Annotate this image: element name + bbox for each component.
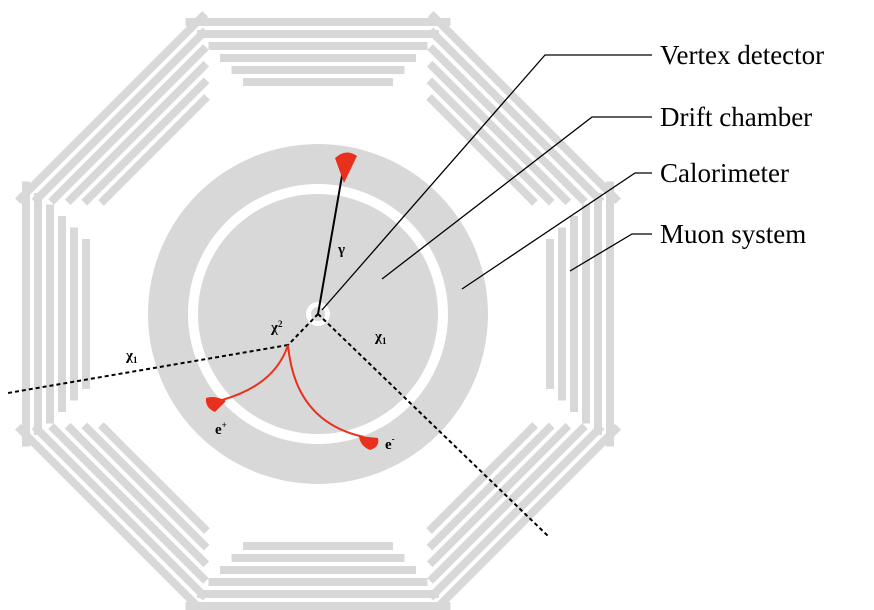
- muon-bar-top-left-3: [64, 60, 210, 206]
- muon-bar-bottom-right-1: [426, 422, 538, 534]
- muon-bar-top-5: [197, 30, 439, 38]
- muon-bar-top-left-1: [98, 94, 210, 206]
- drift-chamber-leader: [381, 116, 652, 280]
- muon-bar-top-right-2: [426, 77, 555, 206]
- muon-bar-left-3: [58, 216, 66, 412]
- muon-bar-right-5: [594, 193, 602, 435]
- muon-bar-top-right-5: [427, 27, 605, 205]
- photon-cluster: [335, 152, 357, 183]
- chi1-right-label: χ1: [374, 329, 387, 346]
- muon-bar-bottom-4: [208, 578, 428, 586]
- muon-bar-bottom-left-5: [31, 423, 209, 601]
- muon-bar-top-2: [231, 66, 405, 74]
- muon-bar-top-right-6: [427, 11, 621, 205]
- muon-system-leader: [569, 233, 652, 272]
- vertex-detector-leader: [321, 54, 652, 311]
- chi2-track: [287, 313, 319, 346]
- muon-bar-top-4: [208, 42, 428, 50]
- muon-bar-top-right-4: [427, 44, 588, 205]
- muon-bar-bottom-right-5: [427, 423, 605, 601]
- muon-bar-bottom-right-2: [426, 422, 555, 551]
- muon-bar-right-3: [570, 216, 578, 412]
- muon-bar-top-left-4: [48, 44, 209, 205]
- positron-track: [221, 344, 289, 401]
- chi2-label: χ2: [270, 319, 283, 336]
- muon-bar-bottom-2: [231, 554, 405, 562]
- positron-label: e+: [215, 420, 227, 438]
- muon-bar-left-6: [22, 181, 30, 447]
- muon-bar-bottom-6: [185, 602, 451, 610]
- muon-bar-top-right-1: [426, 94, 538, 206]
- vertex-detector-label: Vertex detector: [660, 40, 824, 70]
- photon-track: [317, 169, 344, 315]
- muon-bar-bottom-left-4: [48, 423, 209, 584]
- muon-bar-left-5: [34, 193, 42, 435]
- chi1-right-track: [317, 313, 549, 537]
- muon-bar-bottom-right-6: [427, 423, 621, 610]
- drift-chamber-label: Drift chamber: [660, 102, 812, 132]
- muon-bar-bottom-5: [197, 590, 439, 598]
- muon-bar-top-right-3: [426, 60, 572, 206]
- positron-cluster: [205, 397, 226, 412]
- muon-bar-top-left-6: [15, 11, 209, 205]
- muon-bar-left-1: [82, 239, 90, 389]
- muon-system: [15, 11, 621, 610]
- muon-bar-bottom-3: [220, 566, 416, 574]
- muon-bar-right-4: [582, 204, 590, 424]
- muon-system-label: Muon system: [660, 219, 806, 249]
- muon-bar-top-3: [220, 54, 416, 62]
- muon-bar-bottom-left-3: [64, 422, 210, 568]
- electron-label: e-: [385, 434, 395, 453]
- electron-cluster: [359, 436, 379, 450]
- muon-bar-top-6: [185, 18, 451, 26]
- chi1-left-label: χ1: [125, 348, 138, 365]
- muon-bar-bottom-right-3: [426, 422, 572, 568]
- muon-bar-bottom-left-1: [98, 422, 210, 534]
- electron-track: [287, 344, 365, 438]
- photon-label: γ: [337, 242, 345, 258]
- muon-bar-bottom-1: [243, 542, 393, 550]
- muon-bar-right-6: [606, 181, 614, 447]
- calorimeter-leader: [461, 172, 652, 290]
- calorimeter-label: Calorimeter: [660, 158, 789, 188]
- muon-bar-top-left-5: [31, 27, 209, 205]
- chi1-left-track: [7, 344, 289, 394]
- muon-bar-bottom-left-6: [15, 423, 209, 610]
- muon-bar-bottom-right-4: [427, 423, 588, 584]
- muon-bar-top-1: [243, 78, 393, 86]
- muon-bar-bottom-left-2: [81, 422, 210, 551]
- muon-bar-left-4: [46, 204, 54, 424]
- muon-bar-right-2: [558, 227, 566, 401]
- muon-bar-top-left-2: [81, 77, 210, 206]
- muon-bar-right-1: [546, 239, 554, 389]
- muon-bar-left-2: [70, 227, 78, 401]
